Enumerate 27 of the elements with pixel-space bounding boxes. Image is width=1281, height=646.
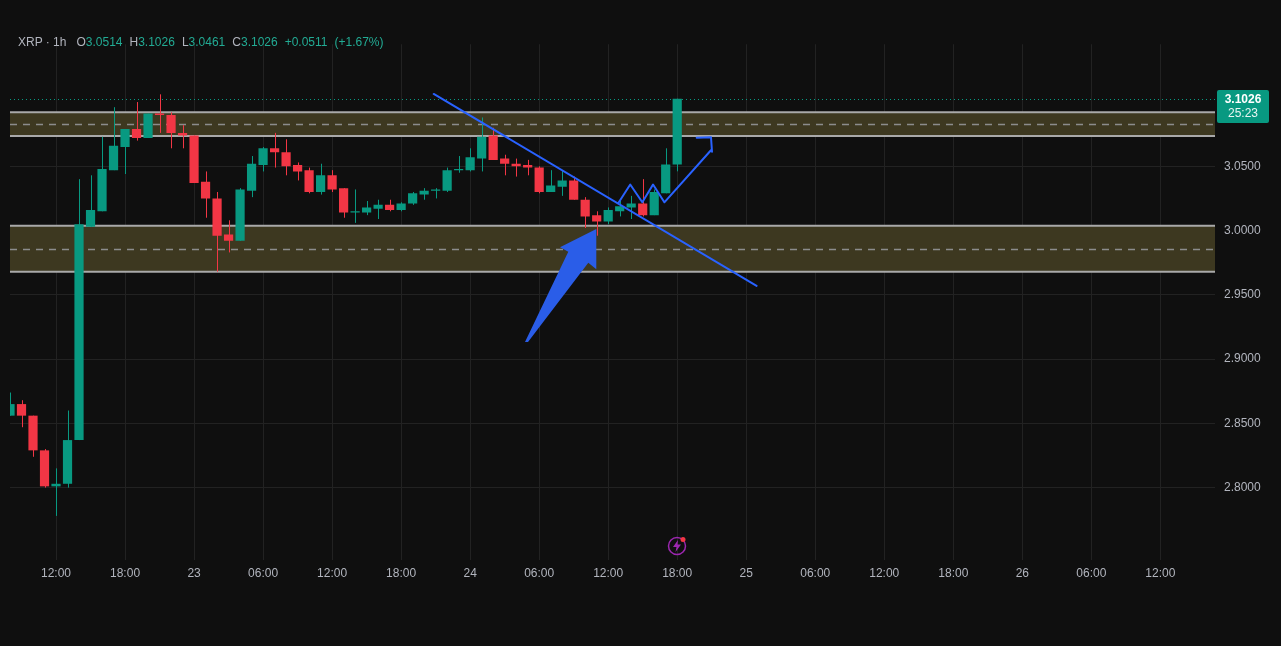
x-tick-label: 06:00 [524,565,555,580]
x-tick-label: 06:00 [248,565,279,580]
x-tick-label: 23 [187,565,202,580]
y-tick-label: 3.0500 [1224,158,1262,173]
x-tick-label: 12:00 [1145,565,1176,580]
x-tick-label: 18:00 [662,565,693,580]
y-tick-label: 3.0000 [1224,222,1262,237]
x-tick-label: 18:00 [386,565,417,580]
x-tick-label: 18:00 [110,565,141,580]
x-tick-label: 24 [463,565,478,580]
x-tick-label: 18:00 [938,565,969,580]
chart-title: XRP · 1h [18,35,67,49]
text: O3.0514 H3.1026 L3.0461 C3.1026 +0.0511 (+1.67%) [76,35,384,49]
y-tick-label: 2.8500 [1224,415,1262,430]
y-tick-label: 2.9500 [1224,287,1262,302]
x-tick-label: 06:00 [800,565,831,580]
ref-line-label: 3.1026 [1223,91,1263,106]
y-tick-label: 2.9000 [1224,351,1262,366]
x-tick-label: 12:00 [41,565,72,580]
x-tick-label: 25 [739,565,754,580]
x-tick-label: 06:00 [1076,565,1107,580]
x-tick-label: 12:00 [593,565,624,580]
x-tick-label: 12:00 [869,565,900,580]
x-tick-label: 12:00 [317,565,348,580]
text: 25:23 [1227,105,1259,120]
y-tick-label: 2.8000 [1224,479,1262,494]
x-tick-label: 26 [1015,565,1030,580]
